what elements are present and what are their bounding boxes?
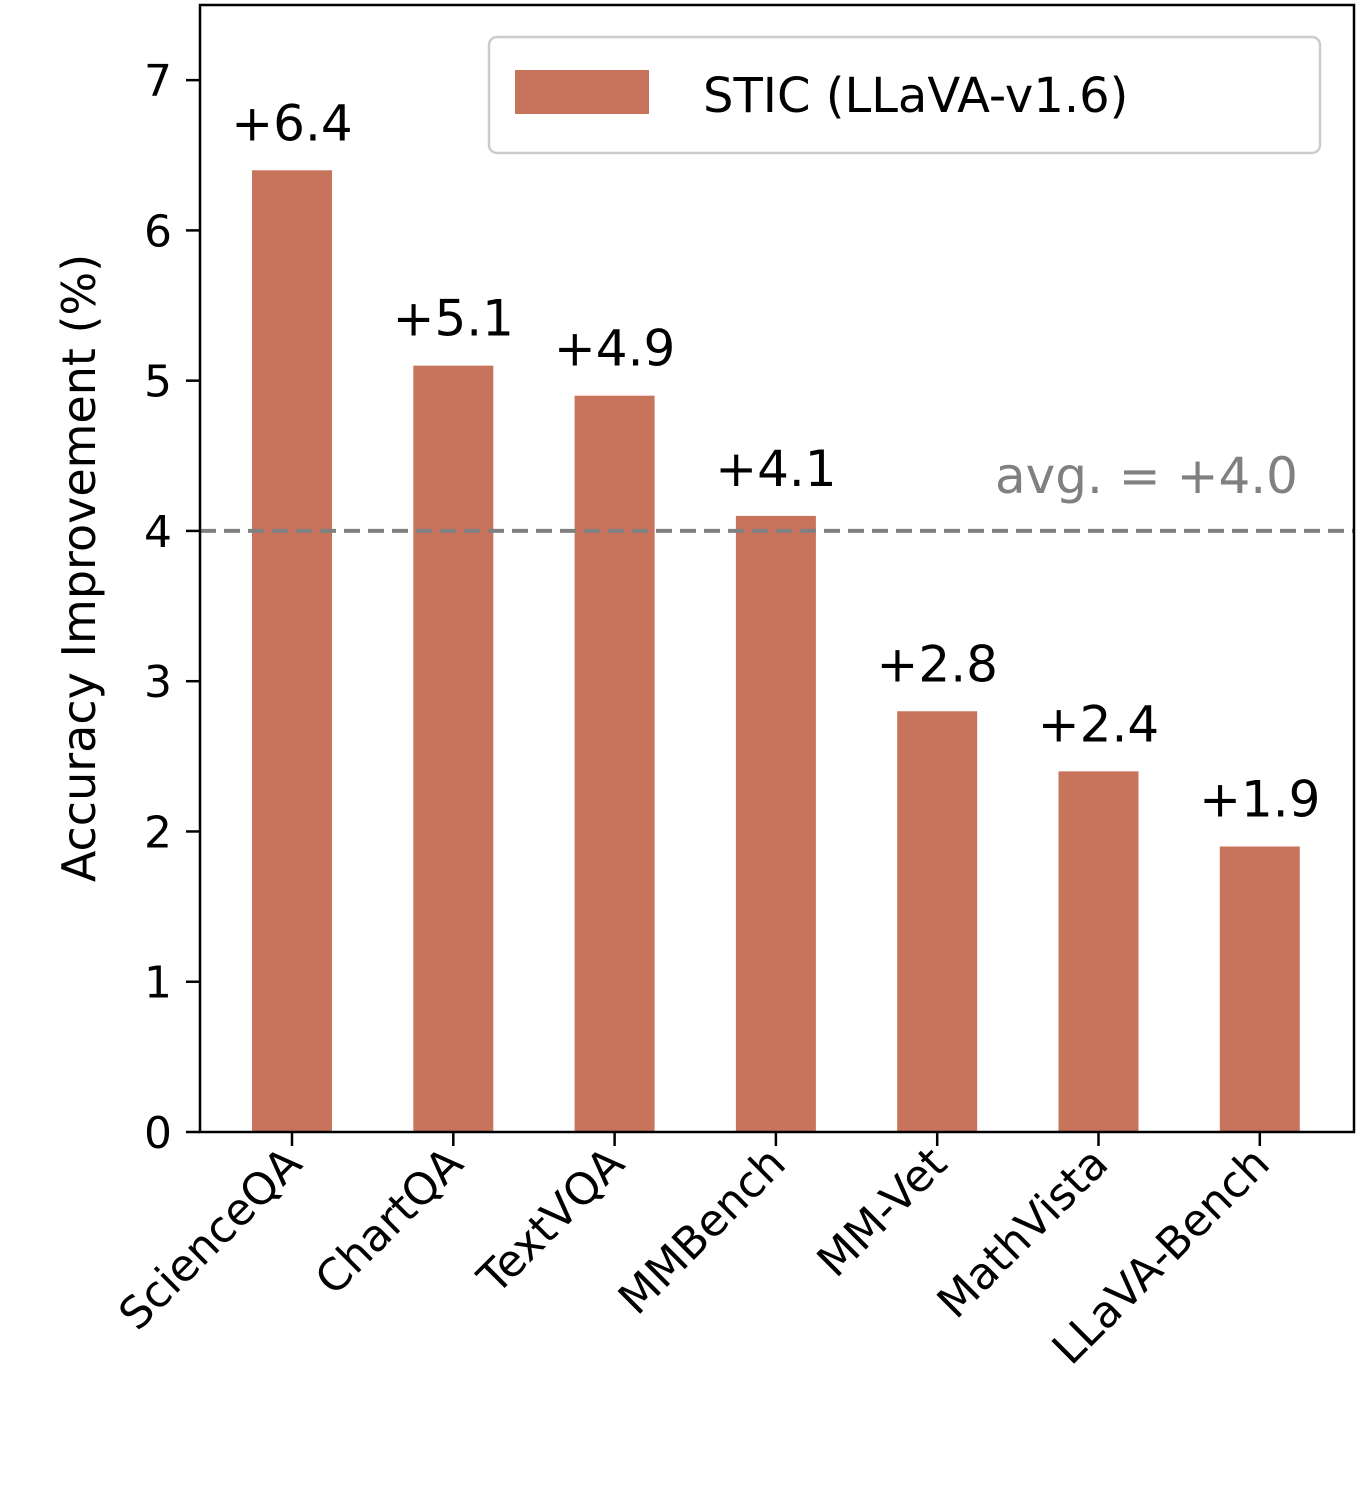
- data-label: +4.9: [554, 320, 675, 378]
- x-tick-label: ScienceQA: [109, 1138, 311, 1340]
- y-tick-label: 1: [144, 958, 172, 1009]
- data-label: +1.9: [1199, 770, 1320, 828]
- data-label: +2.4: [1038, 695, 1159, 753]
- legend: STIC (LLaVA-v1.6): [487, 35, 1322, 155]
- y-tick-label: 6: [144, 206, 172, 257]
- avg-reference-label: avg. = +4.0: [995, 447, 1298, 505]
- y-tick-label: 4: [144, 507, 172, 558]
- legend-swatch: [515, 70, 649, 114]
- legend-box: [487, 35, 1322, 155]
- y-tick-label: 5: [144, 357, 172, 408]
- bar-scienceqa: [252, 170, 332, 1132]
- y-tick-label: 0: [144, 1108, 172, 1159]
- data-label: +4.1: [715, 440, 836, 498]
- y-axis-title: Accuracy Improvement (%): [52, 254, 106, 882]
- y-tick-label: 3: [144, 657, 172, 708]
- bar-mathvista: [1058, 771, 1139, 1132]
- data-label: +2.8: [876, 635, 997, 693]
- legend-label: STIC (LLaVA-v1.6): [703, 68, 1128, 124]
- bars-layer: +6.4 +5.1 +4.9 +4.1 +2.8 +2.4 +1.9: [231, 94, 1321, 1132]
- x-tick-label: TextVQA: [468, 1138, 635, 1305]
- y-tick-label: 2: [144, 807, 172, 858]
- bar-mmbench: [735, 515, 816, 1132]
- x-tick-label: ChartQA: [306, 1138, 473, 1305]
- bar-textvqa: [574, 395, 655, 1132]
- x-tick-label: MM-Vet: [808, 1138, 957, 1287]
- bar-mm-vet: [897, 711, 978, 1132]
- bar-chartqa: [413, 365, 494, 1132]
- data-label: +6.4: [231, 94, 352, 152]
- y-tick-label: 7: [144, 56, 172, 107]
- x-tick-label: MMBench: [609, 1138, 796, 1325]
- data-label: +5.1: [393, 290, 514, 348]
- reference-line-layer: avg. = +4.0: [200, 447, 1354, 533]
- bar-llava-bench: [1219, 846, 1300, 1132]
